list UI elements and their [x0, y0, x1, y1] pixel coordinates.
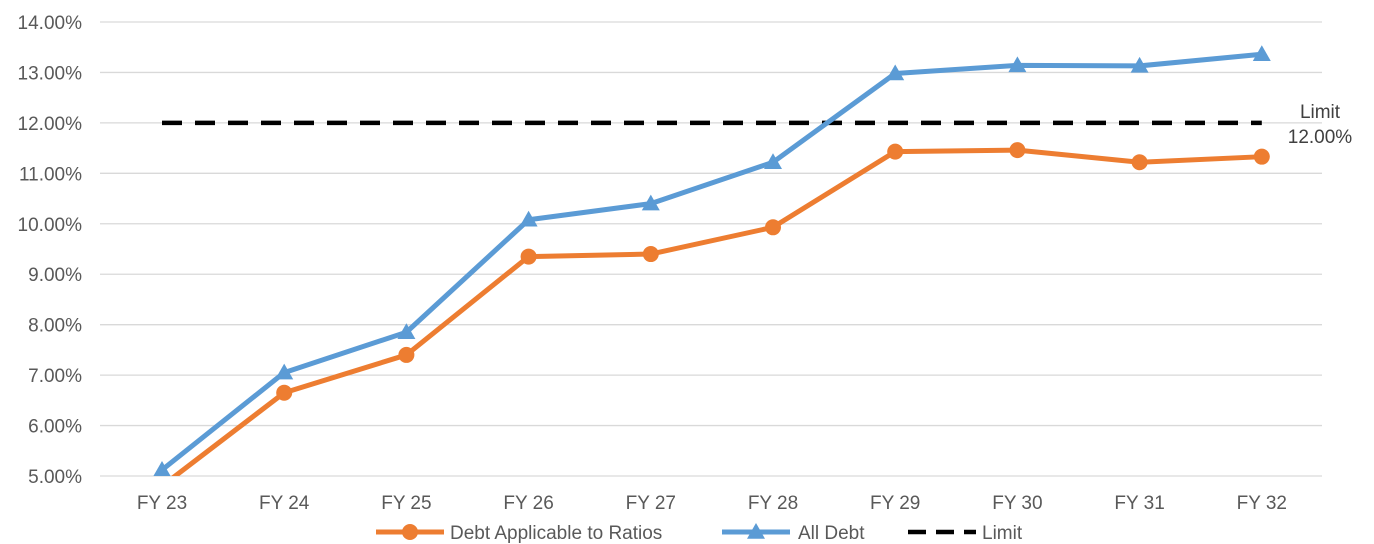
- legend-item-all-debt: All Debt: [722, 523, 865, 544]
- series-line-debt-applicable-to-ratios: [171, 147, 1262, 476]
- x-axis-ticks: FY 23 FY 24 FY 25 FY 26 FY 27 FY 28 FY 29 FY 30…: [137, 493, 1287, 514]
- data-point-debt-applicable-to-ratios: [276, 384, 293, 401]
- annotations: Limit 12.00%: [1288, 102, 1353, 148]
- legend-item-debt-applicable-to-ratios: Debt Applicable to Ratios: [376, 523, 662, 544]
- data-point-all-debt: [1130, 56, 1149, 73]
- data-point-all-debt: [275, 363, 294, 380]
- y-tick-label: 14.00%: [18, 13, 83, 34]
- x-tick-label: FY 29: [870, 493, 920, 514]
- legend-marker: [747, 523, 765, 539]
- y-tick-label: 8.00%: [28, 316, 82, 337]
- limit-annotation-value: 12.00%: [1288, 127, 1353, 148]
- data-point-debt-applicable-to-ratios: [1009, 142, 1026, 159]
- x-tick-label: FY 28: [748, 493, 798, 514]
- data-point-all-debt: [519, 210, 538, 227]
- y-tick-label: 9.00%: [28, 265, 82, 286]
- legend-label: All Debt: [798, 523, 865, 544]
- x-tick-label: FY 25: [381, 493, 431, 514]
- data-point-debt-applicable-to-ratios: [154, 478, 170, 494]
- legend-label: Debt Applicable to Ratios: [450, 523, 662, 544]
- data-point-debt-applicable-to-ratios: [1253, 148, 1270, 165]
- grid-lines: [100, 21, 1322, 477]
- y-tick-label: 7.00%: [28, 366, 82, 387]
- data-point-debt-applicable-to-ratios: [398, 346, 415, 363]
- x-tick-label: FY 27: [626, 493, 676, 514]
- y-tick-label: 5.00%: [28, 467, 82, 488]
- series-line-all-debt: [160, 51, 1263, 472]
- data-point-all-debt: [1252, 45, 1271, 62]
- x-tick-label: FY 32: [1237, 493, 1287, 514]
- series-debt-applicable-to-ratios: [154, 142, 1270, 494]
- limit-annotation-label: Limit: [1300, 102, 1341, 123]
- data-point-debt-applicable-to-ratios: [520, 248, 537, 265]
- legend-label: Limit: [982, 523, 1023, 544]
- x-tick-label: FY 23: [137, 493, 187, 514]
- data-point-debt-applicable-to-ratios: [887, 143, 904, 160]
- data-point-debt-applicable-to-ratios: [1131, 154, 1148, 171]
- legend-item-limit: Limit: [908, 523, 1023, 544]
- y-tick-label: 12.00%: [18, 114, 83, 135]
- x-tick-label: FY 31: [1114, 493, 1164, 514]
- data-point-debt-applicable-to-ratios: [642, 246, 659, 263]
- data-point-all-debt: [153, 460, 171, 476]
- x-tick-label: FY 30: [992, 493, 1042, 514]
- x-tick-label: FY 24: [259, 493, 310, 514]
- x-tick-label: FY 26: [503, 493, 553, 514]
- y-tick-label: 11.00%: [19, 164, 82, 185]
- y-tick-label: 13.00%: [18, 63, 83, 84]
- data-point-all-debt: [397, 323, 416, 339]
- data-point-all-debt: [764, 153, 782, 169]
- series-group: [153, 45, 1271, 494]
- legend-marker: [402, 524, 418, 540]
- series-all-debt: [153, 45, 1271, 476]
- legend: Debt Applicable to Ratios All Debt Limit: [376, 523, 1023, 544]
- y-tick-label: 10.00%: [18, 215, 83, 236]
- data-point-all-debt: [641, 194, 660, 211]
- data-point-all-debt: [1008, 56, 1027, 73]
- data-point-debt-applicable-to-ratios: [765, 219, 781, 236]
- y-axis-ticks: 5.00% 6.00% 7.00% 8.00% 9.00% 10.00% 11.00% 12.…: [18, 13, 83, 488]
- data-point-all-debt: [886, 64, 905, 81]
- y-tick-label: 6.00%: [28, 417, 82, 438]
